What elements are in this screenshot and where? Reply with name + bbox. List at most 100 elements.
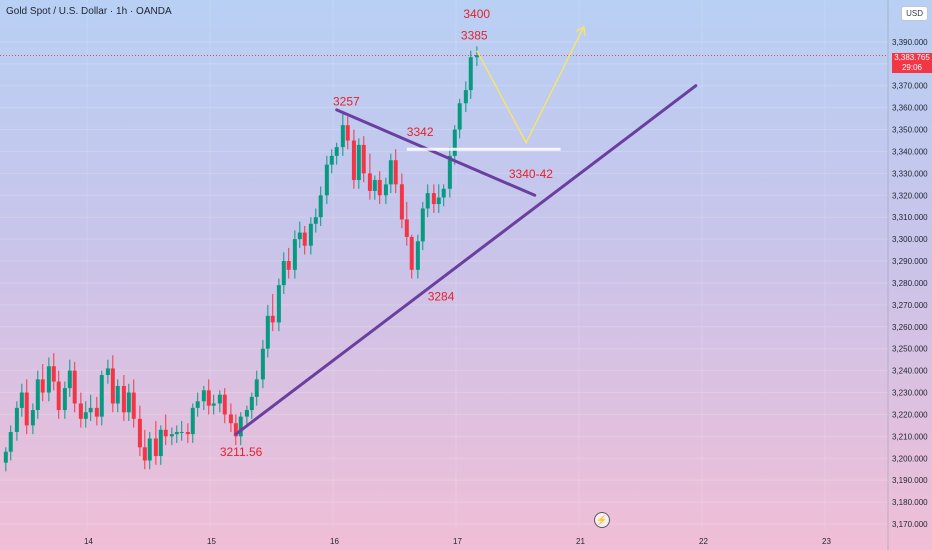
price-annotation: 3385	[461, 29, 488, 43]
bull-candle	[313, 217, 318, 224]
price-annotation: 3340-42	[509, 167, 553, 181]
descending-resistance-line	[335, 108, 537, 197]
x-tick-label: 22	[699, 537, 708, 546]
bull-candle	[318, 195, 323, 218]
price-annotation: 3284	[428, 289, 455, 303]
bear-candle	[302, 232, 307, 246]
current-price-countdown: 29:06	[901, 63, 923, 72]
bear-candle	[56, 381, 61, 411]
x-tick-label: 17	[453, 537, 462, 546]
bull-candle	[474, 55, 479, 58]
current-price-tag: 3,383.765 29:06	[892, 53, 932, 73]
y-tick-label: 3,350.000	[892, 126, 928, 135]
bull-candle	[195, 401, 200, 408]
bear-candle	[351, 140, 356, 180]
price-annotation: 3400	[463, 7, 490, 21]
symbol-title: Gold Spot / U.S. Dollar · 1h · OANDA	[6, 6, 172, 17]
price-annotation: 3342	[407, 125, 434, 139]
bull-candle	[265, 315, 270, 349]
bear-candle	[40, 379, 45, 393]
y-tick-label: 3,360.000	[892, 104, 928, 113]
bear-candle	[24, 392, 29, 426]
bear-candle	[377, 179, 382, 196]
bear-candle	[94, 407, 99, 417]
bull-candle	[244, 410, 249, 417]
bull-candle	[211, 403, 216, 406]
bull-candle	[372, 179, 377, 191]
x-tick-label: 16	[330, 537, 339, 546]
bear-candle	[404, 219, 409, 237]
bull-candle	[238, 416, 243, 437]
x-tick-label: 21	[576, 537, 585, 546]
bear-candle	[431, 193, 436, 205]
y-tick-label: 3,190.000	[892, 476, 928, 485]
trend-lines	[0, 55, 888, 436]
bull-candle	[62, 388, 67, 411]
bear-candle	[206, 390, 211, 406]
bear-candle	[51, 366, 56, 382]
y-tick-label: 3,230.000	[892, 389, 928, 398]
bull-candle	[388, 160, 393, 185]
bull-candle	[105, 368, 110, 375]
bull-candle	[217, 394, 222, 404]
y-tick-label: 3,260.000	[892, 323, 928, 332]
annotations: 3400 3385 3257 3342 3340-42 3284 3211.56	[220, 7, 553, 459]
bull-candle	[383, 184, 388, 196]
bull-candle	[46, 366, 51, 393]
bull-candle	[190, 407, 195, 435]
y-tick-label: 3,330.000	[892, 169, 928, 178]
x-tick-label: 15	[207, 537, 216, 546]
bear-candle	[110, 368, 115, 404]
y-tick-label: 3,200.000	[892, 454, 928, 463]
bull-candle	[254, 379, 259, 397]
bear-candle	[367, 173, 372, 191]
bull-candle	[126, 392, 131, 413]
bull-candle	[249, 396, 254, 411]
bull-candle	[158, 429, 163, 457]
currency-badge[interactable]: USD	[901, 6, 928, 21]
bull-candle	[292, 239, 297, 270]
y-tick-label: 3,370.000	[892, 82, 928, 91]
y-tick-label: 3,280.000	[892, 279, 928, 288]
bull-candle	[14, 407, 19, 432]
y-tick-label: 3,180.000	[892, 498, 928, 507]
bear-candle	[153, 438, 158, 457]
bear-candle	[270, 315, 275, 323]
bull-candle	[441, 188, 446, 198]
bear-candle	[393, 160, 398, 185]
bull-candle	[147, 438, 152, 461]
bull-candle	[329, 155, 334, 165]
y-tick-label: 3,170.000	[892, 520, 928, 529]
bull-candle	[201, 390, 206, 402]
bear-candle	[121, 385, 126, 413]
bull-candle	[334, 147, 339, 156]
x-axis-ticks: 14 15 16 17 21 22 23	[84, 537, 831, 546]
bull-candle	[19, 392, 24, 408]
bear-candle	[361, 144, 366, 174]
bull-candle	[179, 431, 184, 433]
bull-candle	[415, 241, 420, 270]
bear-candle	[233, 423, 238, 437]
bear-candle	[185, 431, 190, 435]
x-tick-label: 23	[822, 537, 831, 546]
x-tick-label: 14	[84, 537, 93, 546]
bull-candle	[115, 385, 120, 404]
y-tick-label: 3,240.000	[892, 367, 928, 376]
bull-candle	[457, 103, 462, 130]
lightning-icon[interactable]: ⚡	[594, 512, 610, 528]
bear-candle	[72, 370, 77, 404]
y-tick-label: 3,390.000	[892, 38, 928, 47]
bull-candle	[425, 193, 430, 209]
bull-candle	[281, 261, 286, 286]
bull-candle	[276, 285, 281, 323]
bear-candle	[131, 392, 136, 419]
bull-candle	[463, 90, 468, 104]
y-tick-label: 3,270.000	[892, 301, 928, 310]
bull-candle	[83, 412, 88, 419]
bull-candle	[169, 434, 174, 437]
y-tick-label: 3,300.000	[892, 235, 928, 244]
bull-candle	[174, 431, 179, 435]
bull-candle	[452, 129, 457, 156]
